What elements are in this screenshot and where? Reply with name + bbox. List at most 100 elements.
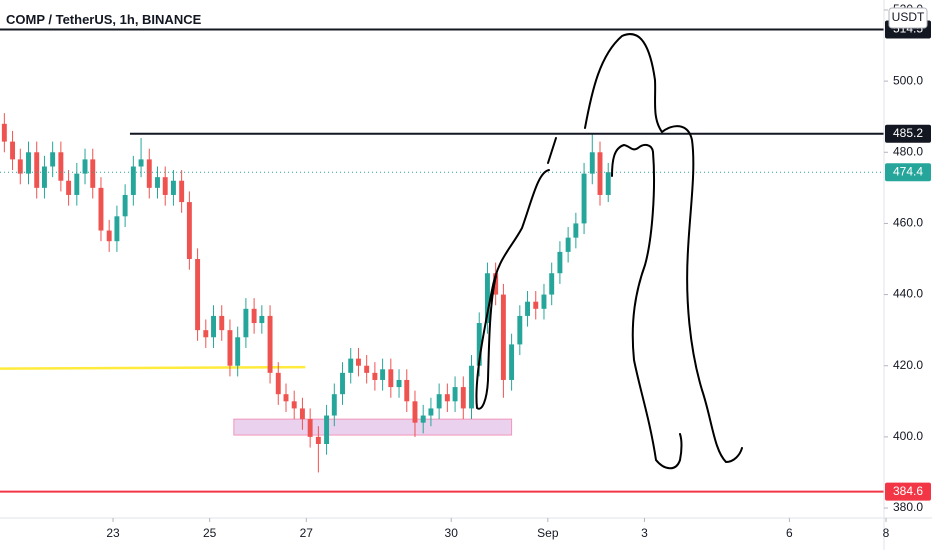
- y-tick-label: 440.0: [893, 287, 923, 301]
- candle-body: [203, 330, 209, 338]
- candle-body: [533, 301, 539, 309]
- candle-body: [469, 365, 474, 409]
- price-axis: [884, 0, 932, 550]
- x-tick-label: 27: [300, 526, 314, 540]
- candle-body: [162, 177, 168, 195]
- candle-body: [235, 337, 241, 366]
- y-tick-label: 380.0: [893, 500, 923, 514]
- trend-line: [0, 365, 306, 370]
- candle-body: [291, 401, 297, 409]
- candle-body: [50, 152, 56, 167]
- candle-body: [307, 419, 313, 437]
- candle-body: [1, 123, 7, 142]
- candle-body: [82, 159, 88, 174]
- candle-body: [275, 372, 281, 395]
- candle-body: [299, 408, 305, 420]
- candle-body: [509, 344, 515, 380]
- candle-body: [195, 259, 201, 331]
- candle-body: [565, 237, 571, 252]
- candle-body: [34, 152, 40, 188]
- candle-body: [251, 308, 257, 324]
- candle-body: [597, 152, 603, 195]
- candle-body: [476, 323, 482, 366]
- candle-body: [355, 358, 361, 366]
- x-tick-label: Sep: [537, 526, 559, 540]
- candle-body: [243, 308, 249, 338]
- x-tick-label: 3: [641, 526, 648, 540]
- candle-body: [500, 294, 506, 380]
- x-tick-label: 30: [445, 526, 459, 540]
- price-label: 474.4: [893, 164, 923, 178]
- price-label-bg: [885, 482, 931, 501]
- candle-body: [581, 173, 587, 224]
- candle-body: [493, 273, 499, 295]
- candle-body: [372, 372, 378, 380]
- drawing-stroke: [611, 143, 683, 470]
- drawing-stroke: [547, 137, 557, 164]
- candle-body: [557, 251, 563, 274]
- hand-drawing: [475, 33, 743, 470]
- candle-body: [58, 152, 64, 181]
- candle-body: [348, 358, 354, 373]
- chart-title: COMP / TetherUS, 1h, BINANCE: [6, 12, 202, 27]
- currency-badge: [888, 7, 928, 29]
- y-tick-label: 420.0: [893, 358, 923, 372]
- candle-body: [211, 315, 216, 338]
- candle-body: [122, 194, 128, 217]
- drawing-stroke: [475, 169, 550, 410]
- candle-body: [541, 294, 547, 309]
- candle-body: [404, 379, 410, 402]
- candle-body: [41, 166, 47, 188]
- candle-body: [74, 173, 80, 195]
- zone: [233, 418, 513, 436]
- x-tick-label: 23: [106, 526, 120, 540]
- candle-body: [259, 315, 265, 324]
- candle-body: [412, 401, 418, 423]
- time-axis: [0, 518, 932, 550]
- candle-body: [66, 180, 72, 195]
- y-tick-label: 400.0: [893, 429, 923, 443]
- y-tick-label: 480.0: [893, 144, 923, 158]
- candle-body: [186, 202, 192, 259]
- candle-body: [428, 408, 434, 416]
- candle-body: [179, 180, 185, 203]
- candle-body: [315, 436, 321, 444]
- candle-body: [573, 223, 579, 238]
- price-label: 485.2: [893, 126, 923, 140]
- candle-body: [10, 141, 16, 160]
- currency-label: USDT: [892, 10, 925, 24]
- candle-body: [605, 172, 611, 195]
- candle-body: [106, 230, 112, 242]
- candle-body: [420, 415, 426, 423]
- x-tick-label: 25: [203, 526, 217, 540]
- y-tick-label: 460.0: [893, 216, 923, 230]
- x-tick-label: 6: [786, 526, 793, 540]
- candle-body: [444, 394, 450, 402]
- candle-body: [130, 166, 136, 195]
- drawing-stroke: [584, 33, 743, 464]
- candle-body: [452, 387, 458, 402]
- candle-body: [388, 369, 394, 388]
- y-tick-label: 500.0: [893, 73, 923, 87]
- candle-body: [114, 216, 120, 242]
- candle-body: [484, 273, 490, 324]
- candle-body: [17, 159, 23, 174]
- candle-body: [146, 159, 152, 188]
- plot-area: [0, 28, 884, 493]
- candle-body: [460, 387, 466, 409]
- price-label: 384.6: [893, 484, 923, 498]
- x-tick-label: 8: [883, 526, 890, 540]
- candle-body: [380, 369, 386, 380]
- candle-body: [340, 372, 345, 395]
- candle-body: [436, 394, 442, 409]
- candle-body: [364, 365, 370, 373]
- candle-body: [283, 394, 289, 402]
- candle-body: [331, 394, 337, 416]
- candle-body: [517, 315, 523, 345]
- candle-body: [227, 330, 233, 366]
- candle-body: [138, 159, 144, 167]
- candle-body: [98, 187, 104, 231]
